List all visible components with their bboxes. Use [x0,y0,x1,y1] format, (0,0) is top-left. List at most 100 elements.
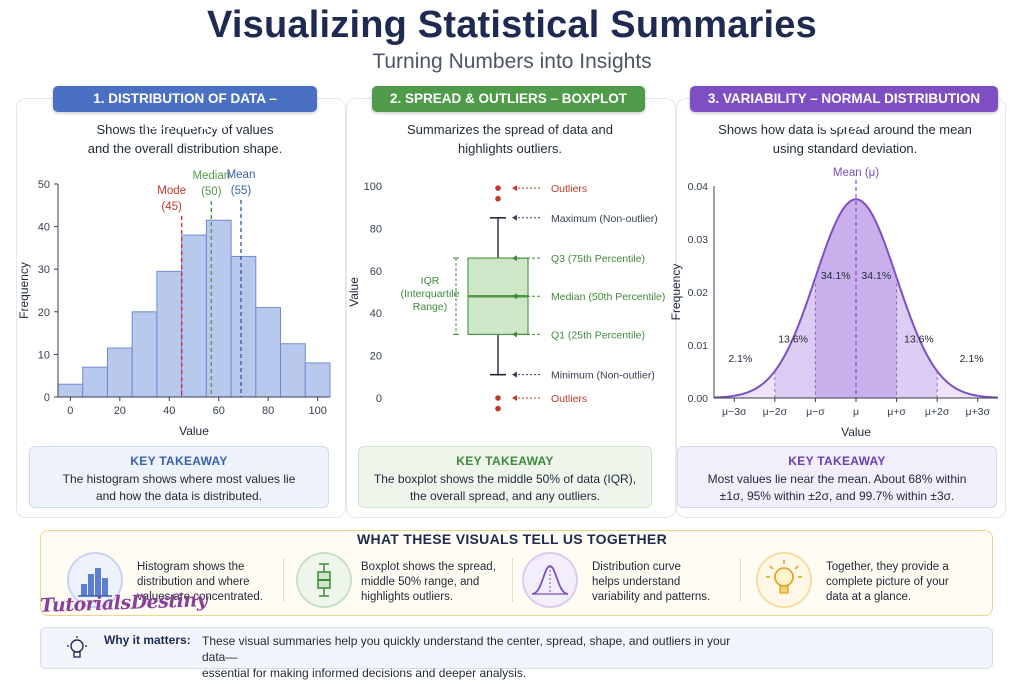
histogram-description-line: Shows the frequency of values [40,120,330,139]
y-tick-label: 20 [38,307,50,319]
histogram-bar [131,311,158,398]
sigma-region [937,371,978,398]
bell-curve-icon [522,552,578,608]
annotation-label: Maximum (Non-outlier) [551,213,658,225]
summary-title: WHAT THESE VISUALS TELL US TOGETHER [357,531,667,547]
region-percent-label: 13.6% [904,333,934,345]
stat-marker-value: (55) [231,185,252,197]
lightbulb-icon [64,635,90,661]
histogram-bar [106,347,133,398]
summary-item-line: highlights outliers. [361,591,454,603]
stat-marker-value: (45) [161,201,182,213]
x-tick-label: μ−3σ [722,406,747,418]
histogram-bar [255,307,282,398]
sigma-region [734,371,775,398]
y-tick-label: 20 [370,351,382,363]
annotation-arrowhead [512,255,517,262]
histogram-icon [67,552,123,608]
y-tick-label: 0.04 [688,181,709,193]
histogram-bar [205,219,232,398]
summary-item-line: middle 50% range, and [361,576,480,588]
boxplot-icon [296,552,352,608]
y-axis-label: Value [347,277,361,307]
y-tick-label: 0 [44,392,50,404]
boxplot-description: Summarizes the spread of data and highli… [370,120,650,158]
summary-box [40,530,993,616]
region-percent-label: 2.1% [728,353,752,365]
y-tick-label: 0.02 [688,287,709,299]
normal-curve-description: Shows how data is spread around the mean… [700,120,990,158]
y-tick-label: 10 [38,349,50,361]
y-tick-label: 50 [38,179,50,191]
summary-item-line: variability and patterns. [592,591,711,603]
takeaway-line: and how the data is distributed. [95,489,263,503]
annotation-label: Minimum (Non-outlier) [551,370,655,382]
takeaway-line: ±1σ, 95% within ±2σ, and 99.7% within ±3… [719,489,955,503]
stat-marker-value: (50) [201,186,222,198]
annotation-label: Outliers [551,183,587,195]
x-tick-label: μ+2σ [925,406,950,418]
x-tick-label: μ+σ [887,406,906,418]
annotation-arrowhead [512,185,517,192]
region-percent-label: 2.1% [960,353,984,365]
y-tick-label: 40 [38,222,50,234]
y-tick-label: 30 [38,264,50,276]
summary-item-line: values are concentrated. [137,591,263,603]
y-tick-label: 0.01 [688,340,709,352]
histogram-bar [230,255,257,398]
x-tick-label: μ [853,406,859,418]
sigma-region [856,199,897,398]
x-tick-label: 60 [213,405,225,417]
summary-item-line: Boxplot shows the spread, [361,561,496,573]
why-it-matters-label: Why it matters: [104,633,191,647]
normal-curve-section-label: 3. VARIABILITY – NORMAL DISTRIBUTION CUR… [690,86,998,132]
x-tick-label: 100 [308,405,326,417]
summary-item-distribution: Distribution curve helps understand vari… [592,560,732,605]
annotation-arrowhead [512,395,517,401]
takeaway-line: The boxplot shows the middle 50% of data… [373,472,637,486]
stat-marker-label: Mode [157,185,186,197]
mean-label: Mean (μ) [833,167,879,179]
takeaway-line: the overall spread, and any outliers. [409,489,601,503]
histogram-bar [181,234,207,398]
outlier-point [495,395,501,401]
summary-item-histogram: Histogram shows the distribution and whe… [137,560,275,605]
x-tick-label: μ−σ [806,406,825,418]
lightbulb-icon [756,552,812,608]
histogram-description: Shows the frequency of values and the ov… [40,120,330,158]
outlier-point [495,185,501,191]
annotation-label: Outliers [551,393,587,405]
annotation-arrowhead [512,331,517,338]
summary-item-line: Distribution curve [592,561,681,573]
annotation-label: Median (50th Percentile) [551,291,665,303]
x-tick-label: 40 [163,405,175,417]
region-percent-label: 34.1% [821,270,851,282]
summary-item-line: data at a glance. [826,591,912,603]
histogram-bar [57,383,84,398]
y-tick-label: 0.03 [688,234,709,246]
normal-curve [713,198,999,399]
summary-divider [512,558,513,602]
annotation-arrowhead [512,214,517,221]
histogram-section-label: 1. DISTRIBUTION OF DATA – HISTOGRAM [53,86,317,132]
histogram-bar [304,362,331,398]
histogram-description-line: and the overall distribution shape. [87,141,283,156]
page-subtitle: Turning Numbers into Insights [372,50,652,73]
y-tick-label: 100 [364,181,382,193]
boxplot-description-line: Summarizes the spread of data and [407,122,613,137]
y-tick-label: 40 [370,308,382,320]
x-tick-label: 0 [67,405,73,417]
summary-item-line: distribution and where [137,576,250,588]
summary-item-together: Together, they provide a complete pictur… [826,560,976,605]
normal-curve-chart: Mean (μ) 0.00 0.01 0.02 0.03 0.04 μ−3σ μ−2σ μ−σ μ… [669,167,999,439]
iqr-label: Range) [413,301,447,313]
normal-curve-key-takeaway: KEY TAKEAWAY Most values lie near the me… [677,446,997,508]
outlier-point [495,195,501,202]
summary-divider [740,558,741,602]
y-tick-label: 0.00 [688,393,709,405]
annotation-label: Q1 (25th Percentile) [551,329,645,341]
page-title: Visualizing Statistical Summaries [207,4,817,46]
y-tick-label: 80 [370,223,382,235]
histogram-key-takeaway: KEY TAKEAWAY The histogram shows where m… [29,446,329,508]
summary-item-line: Together, they provide a [826,561,949,573]
